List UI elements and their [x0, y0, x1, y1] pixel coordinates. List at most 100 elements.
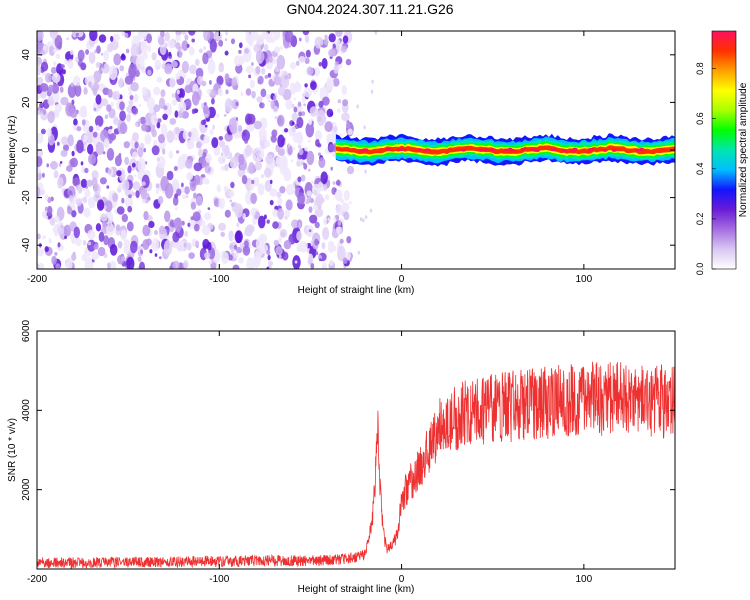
noise-speckle — [209, 31, 215, 39]
noise-speckle — [178, 88, 186, 99]
noise-speckle — [295, 60, 300, 67]
noise-speckle — [283, 168, 292, 182]
noise-speckle — [82, 240, 87, 246]
noise-speckle — [297, 176, 302, 183]
noise-speckle — [242, 213, 246, 220]
noise-speckle — [135, 190, 140, 199]
noise-speckle — [224, 164, 229, 172]
noise-speckle — [168, 150, 173, 159]
signal-peak — [635, 148, 643, 152]
noise-speckle — [191, 38, 195, 43]
noise-speckle — [40, 61, 49, 72]
noise-speckle — [171, 60, 178, 68]
noise-speckle — [135, 122, 139, 127]
noise-speckle — [137, 256, 142, 263]
noise-speckle — [141, 174, 150, 189]
noise-speckle — [69, 108, 78, 118]
noise-speckle — [308, 119, 312, 126]
noise-speckle — [96, 45, 101, 54]
noise-speckle — [156, 121, 161, 129]
noise-speckle — [298, 222, 302, 228]
noise-speckle — [343, 211, 350, 221]
noise-speckle — [211, 98, 215, 105]
noise-speckle — [57, 242, 61, 248]
noise-speckle — [137, 147, 144, 158]
noise-speckle — [218, 62, 225, 73]
noise-speckle — [276, 191, 282, 198]
noise-speckle — [312, 204, 318, 210]
noise-speckle — [48, 84, 54, 93]
noise-speckle — [200, 119, 206, 126]
noise-speckle — [255, 66, 261, 75]
noise-speckle — [121, 256, 126, 262]
noise-speckle — [285, 199, 293, 211]
noise-speckle — [242, 245, 251, 256]
noise-speckle — [50, 196, 54, 202]
noise-speckle — [138, 118, 142, 123]
noise-speckle — [310, 263, 315, 269]
noise-speckle — [284, 209, 291, 219]
noise-speckle — [80, 178, 88, 188]
noise-speckle — [119, 122, 128, 134]
noise-speckle — [314, 103, 319, 108]
noise-speckle — [47, 95, 54, 106]
colorbar-ticks: 0.0 0.2 0.4 0.6 0.8 — [695, 62, 716, 275]
noise-speckle — [280, 46, 283, 50]
noise-speckle — [318, 157, 326, 169]
noise-speckle — [40, 128, 46, 135]
noise-speckle — [171, 99, 178, 106]
noise-speckle — [135, 54, 145, 71]
noise-speckle — [148, 220, 155, 229]
noise-speckle — [158, 225, 166, 235]
noise-speckle — [189, 127, 199, 142]
noise-speckle — [268, 99, 271, 103]
noise-speckle — [64, 59, 68, 65]
signal-peak — [385, 147, 392, 151]
noise-speckle — [231, 99, 239, 110]
noise-speckle — [175, 42, 181, 50]
noise-speckle — [169, 118, 177, 125]
noise-speckle — [198, 148, 203, 158]
noise-speckle — [49, 31, 58, 40]
noise-speckle — [297, 101, 302, 107]
snr-axes: -200 -100 0 100 2000 4000 6000 — [21, 319, 675, 585]
noise-speckle — [298, 111, 302, 117]
noise-speckle — [243, 131, 247, 137]
noise-speckle — [220, 231, 225, 237]
noise-speckle — [162, 113, 168, 121]
noise-speckle — [106, 104, 112, 112]
noise-speckle — [96, 199, 105, 211]
noise-speckle — [151, 129, 157, 138]
y-tick-label: 20 — [21, 96, 32, 108]
noise-speckle — [258, 128, 267, 141]
noise-speckle — [37, 172, 42, 180]
noise-speckle — [302, 31, 310, 36]
noise-speckle — [157, 196, 164, 205]
noise-speckle — [323, 184, 328, 191]
noise-speckle — [266, 219, 270, 224]
noise-speckle — [46, 128, 52, 137]
noise-speckle — [192, 83, 199, 94]
noise-speckle — [153, 86, 161, 96]
noise-speckle — [188, 252, 195, 259]
noise-speckle — [157, 118, 162, 123]
noise-speckle — [264, 167, 272, 178]
noise-speckle — [67, 58, 74, 69]
noise-speckle — [61, 64, 65, 69]
noise-speckle — [261, 67, 266, 75]
noise-speckle — [107, 168, 112, 174]
noise-speckle — [57, 226, 65, 235]
noise-speckle — [83, 134, 89, 142]
noise-speckle — [248, 74, 252, 79]
noise-speckle — [37, 248, 45, 257]
noise-speckle — [92, 131, 98, 138]
noise-speckle — [164, 32, 170, 42]
noise-speckle — [126, 256, 135, 269]
colorbar-tick-label: 0.0 — [695, 263, 705, 276]
noise-speckle — [291, 112, 299, 122]
noise-speckle — [362, 218, 365, 223]
noise-speckle — [332, 77, 340, 87]
noise-speckle — [100, 213, 108, 222]
noise-speckle — [133, 93, 139, 103]
noise-speckle — [167, 39, 176, 49]
